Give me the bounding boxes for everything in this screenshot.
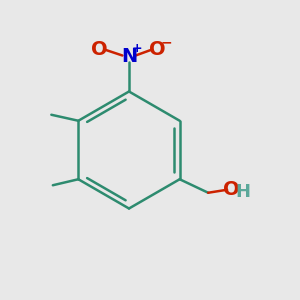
Text: −: −	[161, 35, 172, 49]
Text: O: O	[149, 40, 166, 59]
Text: N: N	[121, 47, 137, 67]
Text: O: O	[91, 40, 107, 59]
Text: H: H	[236, 183, 250, 201]
Text: O: O	[223, 180, 240, 199]
Text: +: +	[132, 42, 143, 55]
